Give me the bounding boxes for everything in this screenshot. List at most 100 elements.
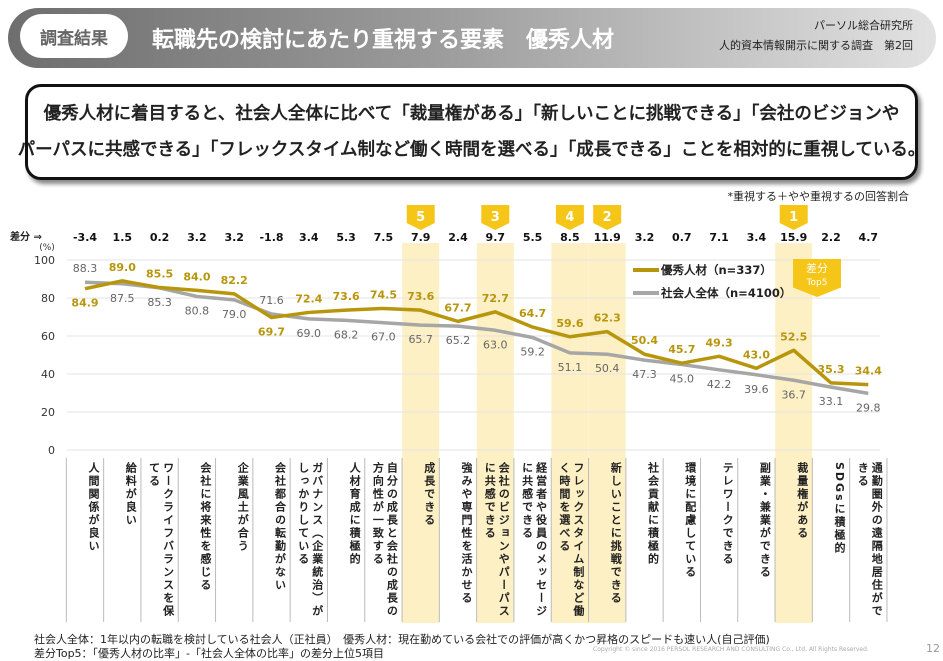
survey-name: 人的資本情報開示に関する調査 第2回 [719,39,913,52]
diff-value: -1.8 [259,231,283,244]
data-label-all: 69.0 [297,327,322,340]
data-label-yushu: 62.3 [594,312,621,325]
rank-badge [555,205,584,230]
diff-value: 9.7 [486,231,506,244]
diff-value: 3.4 [299,231,319,244]
diff-value: 15.9 [780,231,807,244]
diff-value: 4.7 [859,231,879,244]
top5-badge-line2: Top5 [806,278,828,288]
data-label-all: 51.1 [558,361,583,374]
diff-value: 5.5 [523,231,543,244]
data-label-all: 33.1 [819,395,844,408]
data-label-yushu: 72.7 [482,292,509,305]
data-label-all: 67.0 [371,331,396,344]
x-category-label: 社会貢献に積極的 [646,462,660,566]
page-number: 12 [926,642,940,655]
data-label-all: 39.6 [744,383,769,396]
y-tick-label: 80 [41,292,55,305]
data-label-yushu: 45.7 [668,343,695,356]
data-label-all: 50.4 [595,362,620,375]
data-label-all: 85.3 [147,296,172,309]
diff-value: 3.2 [635,231,655,244]
legend-swatch [633,291,659,295]
footer-note-2: 差分Top5：「優秀人材の比率」-「社会人全体の比率」の差分上位5項目 [34,647,385,660]
header-org: パーソル総合研究所 人的資本情報開示に関する調査 第2回 [719,16,913,56]
section-tag: 調査結果 [20,14,128,58]
x-category-label: テレワークできる [721,462,735,566]
x-category-label: ガバナンス（企業統治）がしっかりしている [296,462,324,618]
summary-line-1: 優秀人材に着目すると、社会人全体に比べて「裁量権がある」「新しいことに挑戦できる… [43,104,900,124]
diff-value: 7.1 [709,231,729,244]
x-category-label: 裁量権がある [795,462,809,540]
footer-note-1: 社会人全体：1年以内の転職を検討している社会人（正社員） 優秀人材：現在勤めてい… [34,633,770,646]
rank-badge [481,205,510,230]
x-category-label: 会社のビジョンやパーパスに共感できる [483,462,511,618]
data-label-yushu: 82.2 [221,274,248,287]
data-label-all: 29.8 [856,401,881,414]
data-label-all: 63.0 [483,338,508,351]
data-label-yushu: 50.4 [631,334,658,347]
rank-label: 1 [789,210,798,225]
x-category-label: 人材育成に積極的 [348,462,362,566]
legend-item-all: 社会人全体（n=4100） [633,285,791,301]
x-category-label: 通勤圏外の遠隔地居住ができる [856,462,884,618]
series-line-yushu [84,279,869,387]
diff-value: 0.2 [150,231,170,244]
data-label-yushu: 52.5 [780,330,807,343]
rank-label: 2 [603,210,612,225]
diff-value: 2.4 [448,231,468,244]
x-category-label: 経営者や役員のメッセージに共感できる [520,462,548,618]
highlight-band [588,243,626,623]
diff-row-label: 差分 ⇒ [10,230,42,243]
x-category-label: 人間関係が良い [87,462,100,553]
y-tick-label: 20 [41,406,55,419]
data-label-all: 42.2 [707,378,732,391]
data-label-yushu: 74.5 [370,288,397,301]
rank-label: 5 [416,210,425,225]
x-category-label: 成長できる [422,462,436,527]
data-label-yushu: 84.9 [71,297,98,310]
x-category-label: SDGsに積極的 [833,462,846,555]
data-label-all: 65.2 [446,334,471,347]
data-label-yushu: 69.7 [258,326,285,339]
rank-badge [593,205,622,230]
header-banner [8,8,936,68]
diff-value: 7.5 [374,231,394,244]
rank-badge [406,205,435,230]
y-tick-label: 40 [41,368,55,381]
legend-item-yushu: 優秀人材（n=337） [633,262,772,278]
data-label-yushu: 43.0 [743,348,770,361]
diff-value: -3.4 [73,231,97,244]
data-label-yushu: 64.7 [519,307,546,320]
diff-value: 3.4 [747,231,767,244]
data-label-all: 71.6 [259,294,284,307]
page-title: 転職先の検討にあたり重視する要素 優秀人材 [152,28,615,53]
data-label-yushu: 73.6 [333,290,360,303]
data-label-all: 79.0 [222,308,247,321]
data-label-all: 88.3 [73,262,98,275]
x-category-label: 新しいことに挑戦できる [609,462,623,605]
data-label-all: 59.2 [520,346,545,359]
rank-label: 3 [491,210,500,225]
data-label-all: 68.2 [334,328,359,341]
top5-badge: 差分 Top5 [793,259,841,297]
data-label-all: 36.7 [781,388,806,401]
data-label-all: 87.5 [110,292,135,305]
data-label-yushu: 73.6 [407,290,434,303]
y-axis-unit: (%) [39,243,55,253]
x-category-label: 給料が良い [124,462,138,527]
x-category-label: 会社都合の転勤がない [273,462,287,592]
x-category-label: 環境に配慮している [683,462,697,579]
highlight-band [551,243,589,623]
data-label-yushu: 85.5 [146,268,173,281]
summary-line-2: パーパスに共感できる」「フレックスタイム制など働く時間を選べる」「成長できる」こ… [17,140,926,160]
y-tick-label: 100 [34,254,55,267]
highlight-band [476,243,514,623]
org-name: パーソル総合研究所 [814,19,913,32]
data-label-all: 65.7 [408,333,433,346]
highlight-band [775,243,813,623]
diff-value: 11.9 [594,231,621,244]
top5-badge-line1: 差分 [806,262,828,275]
data-label-yushu: 89.0 [109,261,136,274]
copyright: Copyright © since 2016 PERSOL RESEARCH A… [593,646,869,653]
